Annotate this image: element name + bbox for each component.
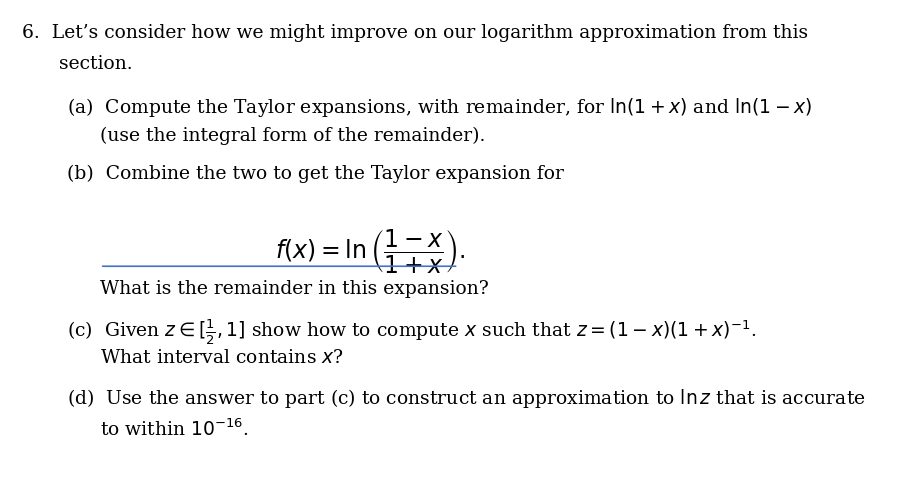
Text: (b)  Combine the two to get the Taylor expansion for: (b) Combine the two to get the Taylor ex… — [67, 165, 564, 183]
Text: (d)  Use the answer to part (c) to construct an approximation to $\ln z$ that is: (d) Use the answer to part (c) to constr… — [67, 387, 865, 410]
Text: (use the integral form of the remainder).: (use the integral form of the remainder)… — [100, 127, 485, 145]
Text: What interval contains $x$?: What interval contains $x$? — [100, 349, 344, 367]
Text: (a)  Compute the Taylor expansions, with remainder, for $\ln(1 + x)$ and $\ln(1 : (a) Compute the Taylor expansions, with … — [67, 96, 812, 119]
Text: section.: section. — [60, 55, 133, 73]
Text: to within $10^{-16}$.: to within $10^{-16}$. — [100, 418, 249, 440]
Text: What is the remainder in this expansion?: What is the remainder in this expansion? — [100, 280, 489, 298]
Text: $f(x) = \ln \left( \dfrac{1-x}{1+x} \right).$: $f(x) = \ln \left( \dfrac{1-x}{1+x} \rig… — [274, 227, 465, 275]
Text: 6.  Let’s consider how we might improve on our logarithm approximation from this: 6. Let’s consider how we might improve o… — [23, 24, 808, 42]
Text: (c)  Given $z \in [\frac{1}{2}, 1]$ show how to compute $x$ such that $z = (1-x): (c) Given $z \in [\frac{1}{2}, 1]$ show … — [67, 318, 756, 348]
